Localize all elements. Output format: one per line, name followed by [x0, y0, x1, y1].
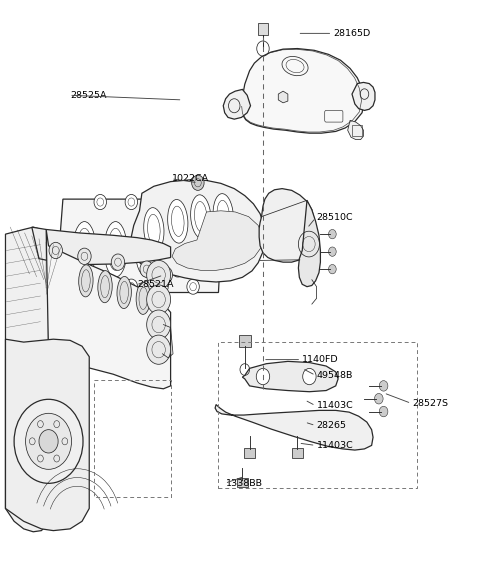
Circle shape [65, 238, 78, 253]
Ellipse shape [73, 222, 96, 277]
Polygon shape [348, 121, 363, 140]
FancyBboxPatch shape [258, 23, 268, 35]
Text: 11403C: 11403C [317, 401, 353, 410]
Circle shape [125, 194, 138, 209]
Polygon shape [299, 200, 321, 287]
Polygon shape [242, 362, 338, 392]
Polygon shape [46, 229, 170, 389]
Circle shape [147, 285, 170, 314]
Circle shape [111, 254, 125, 270]
Circle shape [379, 407, 388, 417]
Ellipse shape [117, 277, 132, 308]
Circle shape [187, 279, 199, 294]
Text: 28165D: 28165D [333, 29, 371, 38]
Text: 1022CA: 1022CA [172, 174, 209, 183]
Text: 28525A: 28525A [70, 91, 107, 99]
Circle shape [156, 279, 168, 294]
Polygon shape [5, 227, 48, 532]
Circle shape [25, 414, 72, 469]
Ellipse shape [191, 195, 211, 239]
Polygon shape [352, 82, 375, 111]
Circle shape [94, 194, 107, 209]
Polygon shape [56, 199, 223, 292]
Circle shape [159, 267, 172, 283]
Ellipse shape [213, 194, 233, 238]
Ellipse shape [79, 265, 93, 297]
Text: 28265: 28265 [317, 421, 347, 430]
Polygon shape [278, 91, 288, 103]
Circle shape [256, 369, 270, 385]
FancyBboxPatch shape [239, 335, 251, 347]
Circle shape [303, 369, 316, 385]
Polygon shape [172, 211, 263, 270]
FancyBboxPatch shape [292, 448, 303, 457]
Ellipse shape [166, 222, 189, 277]
Text: 1338BB: 1338BB [226, 479, 263, 488]
Circle shape [328, 264, 336, 274]
Circle shape [140, 261, 154, 277]
Ellipse shape [144, 208, 164, 252]
Circle shape [156, 194, 168, 209]
Circle shape [49, 242, 62, 259]
Ellipse shape [168, 199, 188, 243]
Circle shape [147, 335, 170, 364]
Ellipse shape [136, 283, 151, 314]
Ellipse shape [104, 222, 127, 277]
Polygon shape [5, 339, 89, 531]
Text: 49548B: 49548B [317, 371, 353, 380]
Text: 28510C: 28510C [317, 214, 353, 222]
Polygon shape [215, 405, 373, 450]
Ellipse shape [135, 222, 158, 277]
Circle shape [94, 279, 107, 294]
FancyBboxPatch shape [244, 448, 255, 457]
Circle shape [328, 229, 336, 239]
Circle shape [14, 400, 83, 483]
Circle shape [187, 194, 199, 209]
Circle shape [192, 175, 204, 190]
Polygon shape [32, 227, 170, 264]
FancyBboxPatch shape [237, 477, 248, 487]
Text: 28521A: 28521A [137, 280, 174, 290]
Circle shape [78, 248, 91, 264]
Polygon shape [131, 180, 265, 282]
Text: 11403C: 11403C [317, 441, 353, 450]
Ellipse shape [98, 271, 112, 302]
Polygon shape [223, 90, 251, 119]
Circle shape [125, 279, 138, 294]
Text: 28527S: 28527S [412, 399, 448, 408]
Circle shape [328, 247, 336, 256]
Polygon shape [259, 188, 314, 262]
Circle shape [374, 394, 383, 404]
Text: 1140FD: 1140FD [302, 355, 339, 364]
Circle shape [39, 429, 58, 453]
Circle shape [206, 238, 218, 253]
Circle shape [379, 381, 388, 391]
Circle shape [147, 310, 170, 339]
Polygon shape [241, 49, 364, 133]
Circle shape [147, 260, 170, 290]
